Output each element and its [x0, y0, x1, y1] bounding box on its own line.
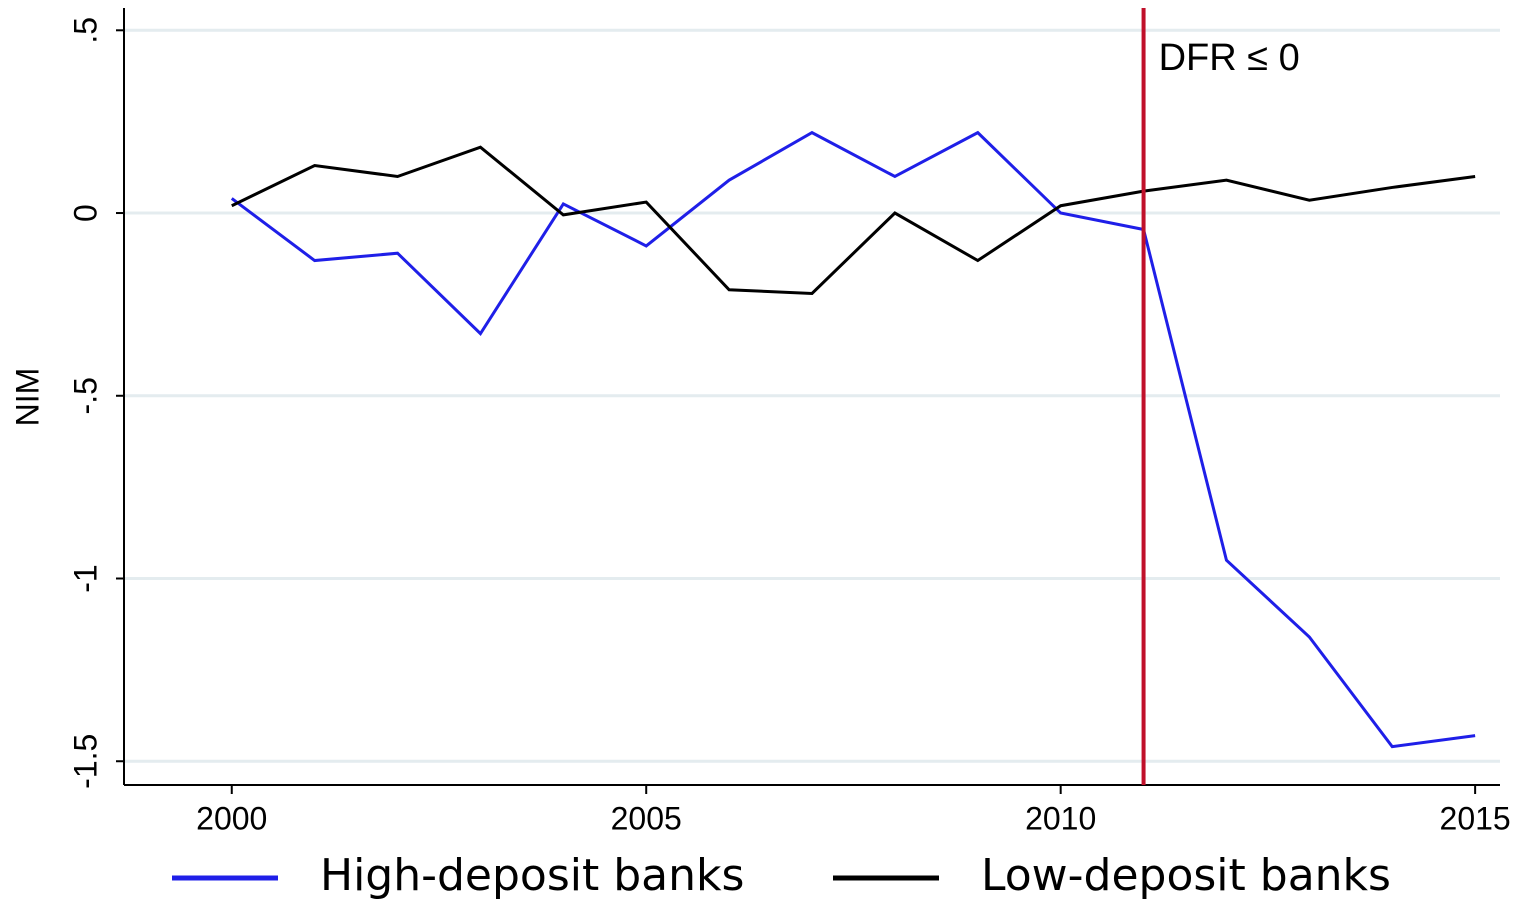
x-tick-label: 2005 [611, 800, 682, 836]
y-tick-label: -1 [67, 564, 103, 592]
x-tick-label: 2000 [196, 800, 267, 836]
y-tick-label: .5 [67, 17, 103, 44]
x-tick-label: 2010 [1025, 800, 1096, 836]
y-tick-label: 0 [67, 204, 103, 222]
y-tick-label: -1.5 [67, 734, 103, 789]
series-line [231, 145, 1476, 295]
y-axis-label: NIM [9, 368, 45, 427]
annotation: DFR ≤ 0 [1159, 37, 1300, 79]
legend-label: Low-deposit banks [981, 850, 1391, 901]
legend-label: High-deposit banks [320, 850, 744, 901]
y-tick-label: -.5 [67, 377, 103, 414]
x-tick-label: 2015 [1440, 800, 1511, 836]
series-line [230, 130, 1476, 749]
